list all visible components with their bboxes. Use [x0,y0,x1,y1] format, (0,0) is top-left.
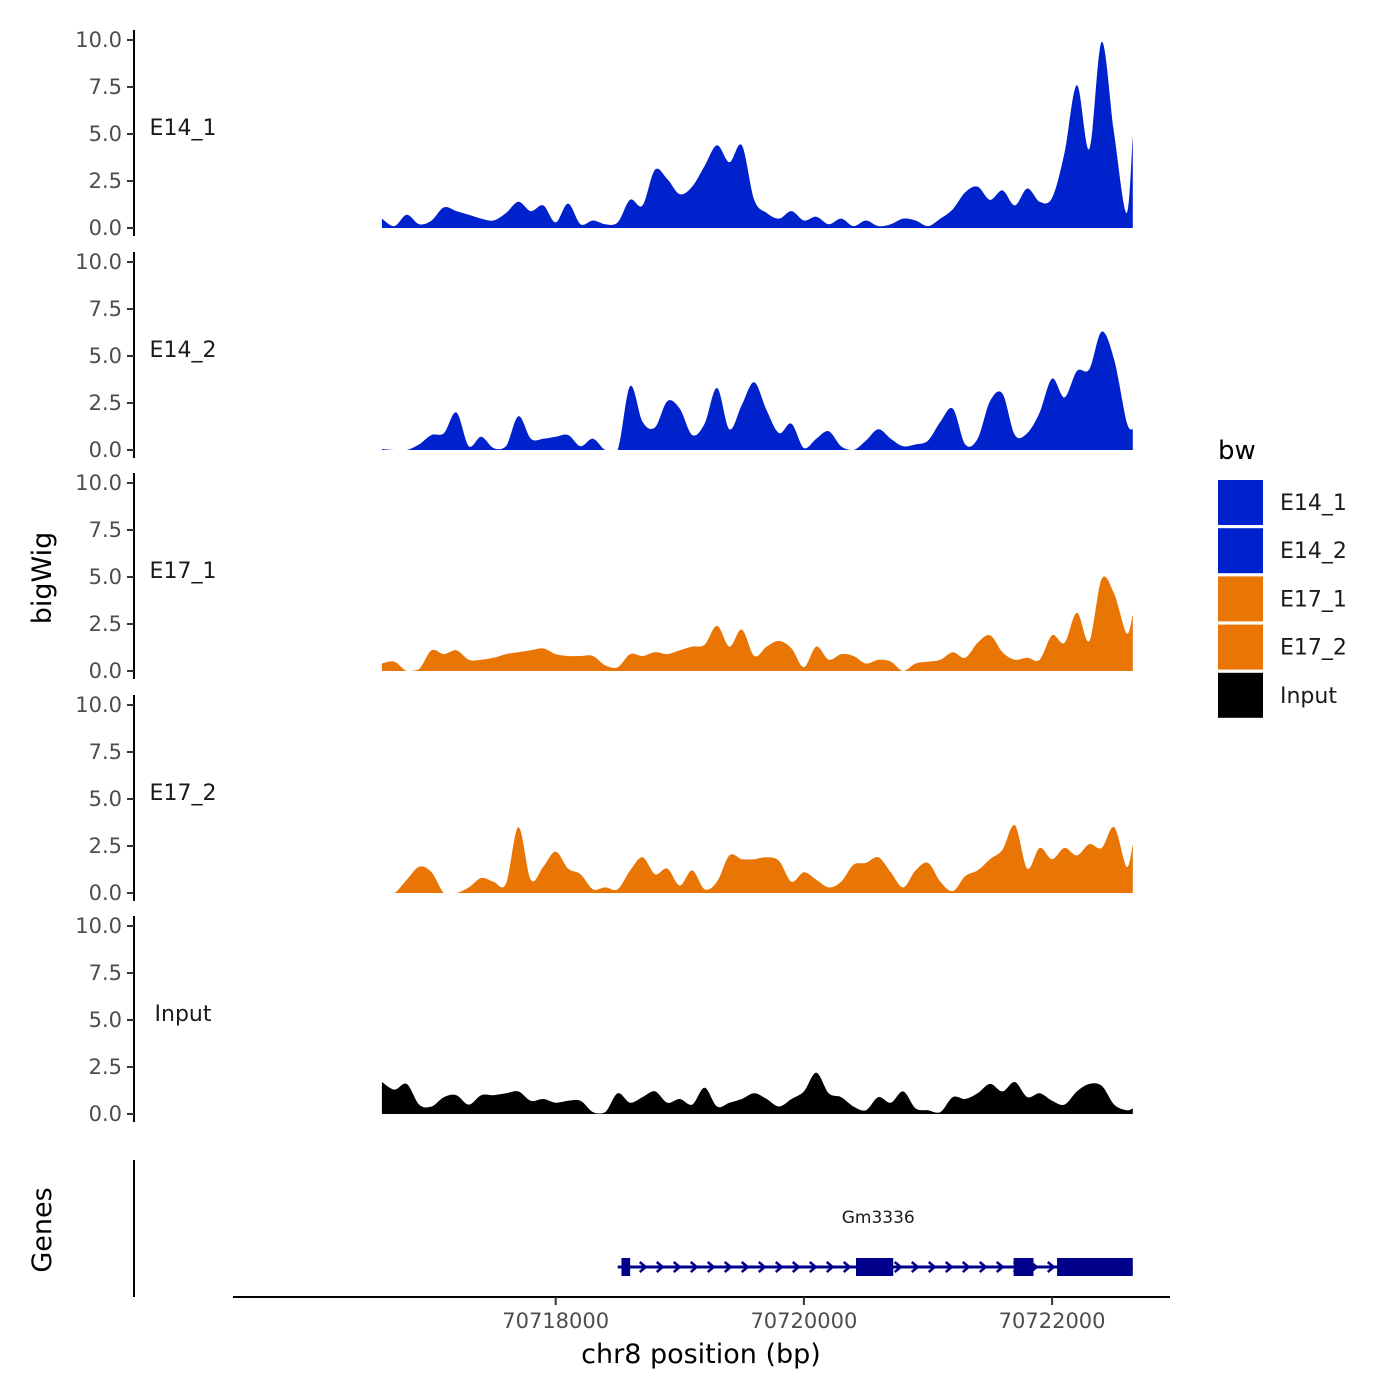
panel-input: 0.0 2.5 5.0 7.5 10.0 Input [75,914,1133,1126]
legend-label-input: Input [1280,684,1337,709]
signal-area-e17-2 [381,825,1133,893]
strand-arrow [757,1261,767,1273]
y-tick-label: 2.5 [89,834,122,858]
strand-arrow [808,1261,818,1273]
gene-track: Genes Gm3336 [27,1160,1133,1297]
panel-label-input: Input [155,1002,212,1027]
x-axis-title: chr8 position (bp) [581,1339,821,1370]
gene-label: Gm3336 [842,1208,915,1228]
y-tick-label: 5.0 [89,565,122,589]
strand-arrow [638,1261,648,1273]
legend-swatch-input [1218,672,1263,718]
panel-e14-1: 0.0 2.5 5.0 7.5 10.0 E14_1 [75,28,1133,240]
strand-arrow [723,1261,733,1273]
strand-arrow [978,1261,988,1273]
y-axis-title: bigWig [27,532,58,625]
gene-gm3336: Gm3336 [617,1208,1133,1276]
strand-arrow [961,1261,971,1273]
y-tick-label: 2.5 [89,612,122,636]
y-tick-label: 7.5 [89,75,122,99]
strand-arrow [774,1261,784,1273]
y-tick-label: 10.0 [75,914,122,938]
strand-arrow [689,1261,699,1273]
y-tick-label: 5.0 [89,344,122,368]
x-tick-label: 70718000 [502,1309,609,1333]
y-tick-label: 10.0 [75,28,122,52]
strand-arrow [893,1261,903,1273]
y-tick-label: 10.0 [75,471,122,495]
gene-glyphs: Gm3336 [617,1208,1133,1276]
strand-arrow [995,1261,1005,1273]
signal-panels: 0.0 2.5 5.0 7.5 10.0 E14_1 0.0 2.5 5.0 7.5 10.0 E14… [75,28,1133,1126]
panel-label-e14-1: E14_1 [150,116,217,141]
y-tick-label: 0.0 [89,216,122,240]
gene-track-label: Genes [27,1187,58,1272]
strand-arrow [842,1261,852,1273]
panel-label-e17-1: E17_1 [150,559,217,584]
legend-swatch-e14-2 [1218,528,1263,574]
y-tick-label: 0.0 [89,1102,122,1126]
strand-arrow [672,1261,682,1273]
legend-label-e14-2: E14_2 [1280,539,1347,564]
y-tick-label: 10.0 [75,693,122,717]
panel-e17-2: 0.0 2.5 5.0 7.5 10.0 E17_2 [75,693,1133,905]
strand-arrow [655,1261,665,1273]
signal-area-e14-2 [381,331,1133,450]
y-tick-label: 7.5 [89,740,122,764]
y-tick-label: 2.5 [89,1055,122,1079]
panel-label-e14-2: E14_2 [150,338,217,363]
x-tick-label: 70720000 [750,1309,857,1333]
y-tick-label: 7.5 [89,297,122,321]
gene-exon [1057,1258,1133,1276]
strand-arrow [791,1261,801,1273]
strand-arrow [1046,1261,1056,1273]
y-tick-label: 7.5 [89,518,122,542]
legend-label-e17-1: E17_1 [1280,587,1347,612]
signal-area-e17-1 [381,576,1133,671]
strand-arrow [740,1261,750,1273]
y-tick-label: 5.0 [89,122,122,146]
strand-arrow [825,1261,835,1273]
gene-exon [856,1258,894,1276]
signal-area-input [381,1072,1133,1114]
y-tick-label: 5.0 [89,787,122,811]
signal-area-e14-1 [381,41,1133,229]
y-tick-label: 0.0 [89,438,122,462]
panel-e17-1: 0.0 2.5 5.0 7.5 10.0 E17_1 [75,471,1133,683]
panel-e14-2: 0.0 2.5 5.0 7.5 10.0 E14_2 [75,250,1133,462]
gene-exon [621,1258,631,1276]
y-tick-label: 2.5 [89,169,122,193]
x-tick-label: 70722000 [999,1309,1106,1333]
y-tick-label: 5.0 [89,1008,122,1032]
legend-items: E14_1 E14_2 E17_1 E17_2 Input [1218,480,1347,718]
strand-arrow [706,1261,716,1273]
panel-label-e17-2: E17_2 [150,781,217,806]
legend-label-e14-1: E14_1 [1280,491,1347,516]
strand-arrow [944,1261,954,1273]
x-ticks: 70718000 70720000 70722000 [502,1297,1106,1333]
y-tick-label: 10.0 [75,250,122,274]
legend-label-e17-2: E17_2 [1280,636,1347,661]
y-tick-label: 0.0 [89,881,122,905]
strand-arrow [910,1261,920,1273]
legend-swatch-e17-2 [1218,624,1263,670]
strand-arrow [927,1261,937,1273]
y-tick-label: 2.5 [89,391,122,415]
x-axis: 70718000 70720000 70722000 chr8 position (… [233,1296,1170,1370]
gene-exon [1013,1258,1034,1276]
legend: bw E14_1 E14_2 E17_1 E17_2 Input [1218,436,1347,718]
y-tick-label: 7.5 [89,961,122,985]
y-tick-label: 0.0 [89,659,122,683]
legend-swatch-e14-1 [1218,480,1263,525]
legend-title: bw [1218,436,1256,466]
legend-swatch-e17-1 [1218,576,1263,622]
